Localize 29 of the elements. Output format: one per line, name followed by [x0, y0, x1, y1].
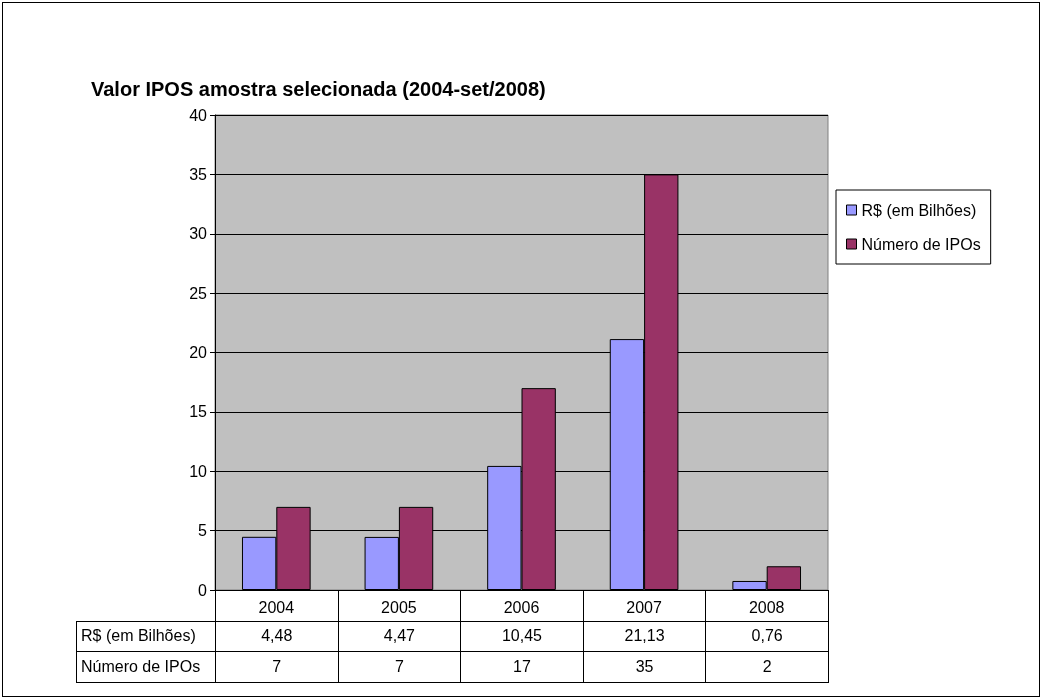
- text: R$ (em Bilhões): [81, 627, 196, 645]
- y-tick-label: 15: [189, 403, 208, 421]
- data-label: 0,76: [705, 620, 829, 652]
- text: Número de IPOs: [81, 657, 201, 675]
- x-tick-label: 2007: [626, 598, 662, 616]
- x-tick-label: 2004: [258, 598, 295, 616]
- data-label: 17: [460, 651, 584, 683]
- x-tick-label: 2008: [748, 598, 785, 616]
- legend-label: R$ (em Bilhões): [861, 201, 977, 219]
- legend-label: Número de IPOs: [861, 235, 981, 253]
- data-label: 4,48: [215, 620, 339, 652]
- x-tick-label: 2006: [503, 598, 540, 616]
- y-tick-label: 25: [189, 284, 208, 302]
- y-tick-label: 30: [189, 225, 208, 243]
- data-label: 21,13: [582, 620, 707, 652]
- chart-title: Valor IPOS amostra selecionada (2004-set/2008): [91, 78, 546, 100]
- y-tick-label: 10: [189, 462, 208, 480]
- y-tick-label: 35: [189, 165, 208, 183]
- data-label: 7: [215, 651, 339, 683]
- x-tick-label: 2005: [381, 598, 417, 616]
- data-label: 4,47: [337, 620, 462, 652]
- y-tick-label: 0: [198, 581, 208, 599]
- y-tick-label: 5: [198, 522, 208, 540]
- data-label: 35: [582, 651, 707, 683]
- data-label: 7: [337, 651, 462, 683]
- y-tick-label: 40: [189, 106, 208, 124]
- data-label: 2: [705, 651, 829, 683]
- y-tick-label: 20: [189, 344, 208, 361]
- data-label: 10,45: [460, 620, 584, 652]
